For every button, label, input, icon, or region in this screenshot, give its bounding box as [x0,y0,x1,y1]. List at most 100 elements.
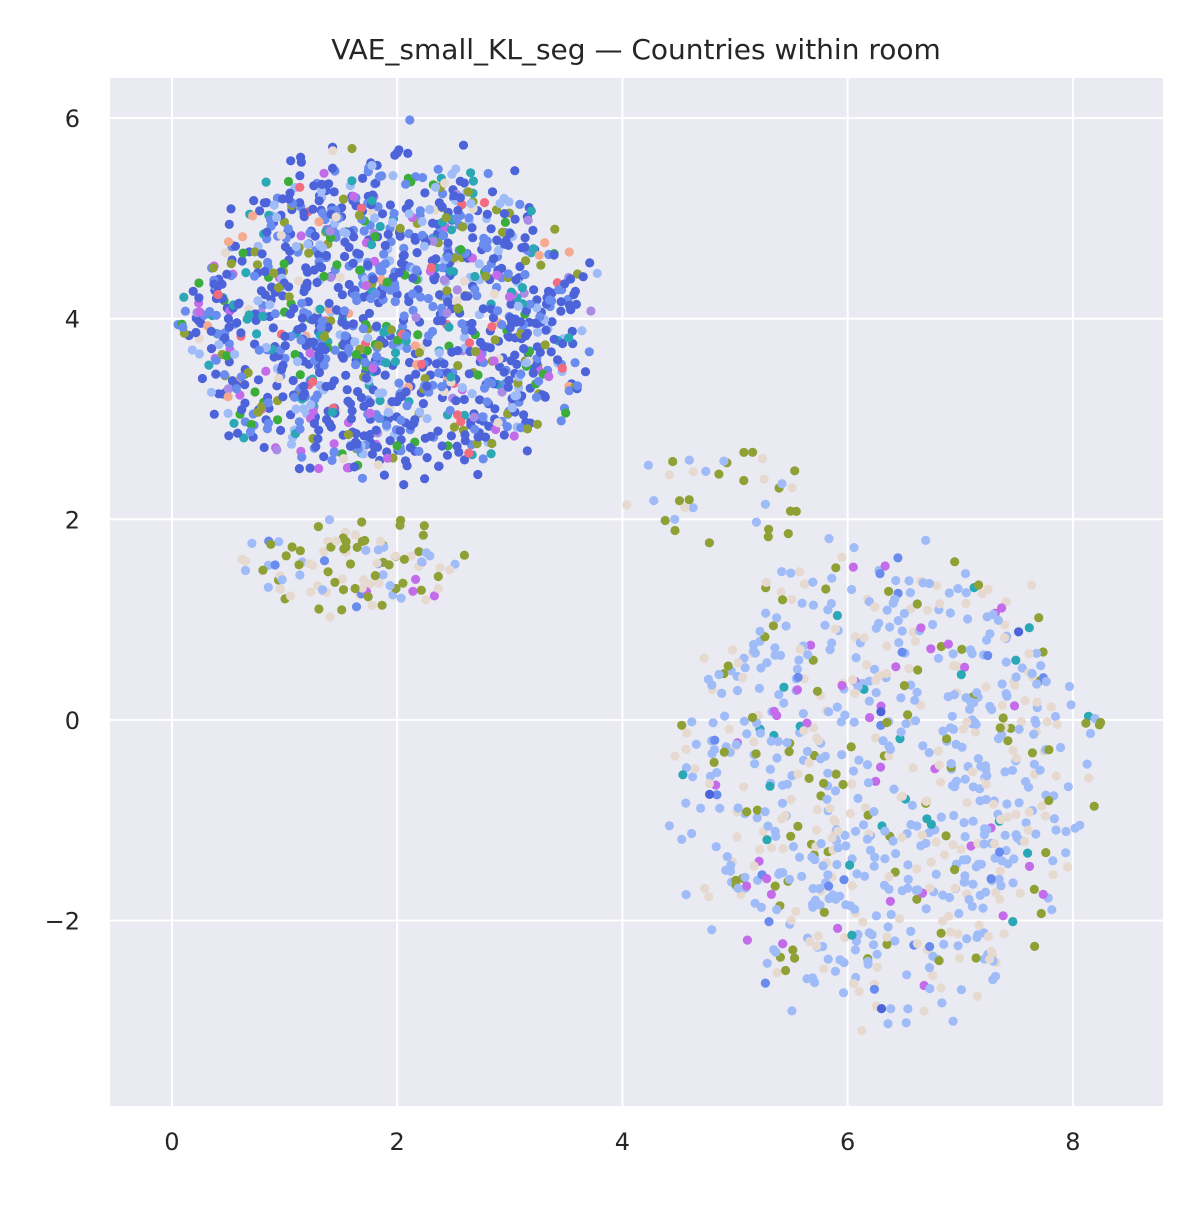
scatter-point [818,964,829,974]
scatter-point [374,413,384,423]
scatter-point [476,353,486,363]
scatter-point [917,830,928,840]
scatter-point [1007,765,1018,776]
scatter-point [962,717,972,727]
scatter-point [268,323,278,333]
scatter-point [464,338,475,348]
scatter-point [296,152,306,162]
scatter-point [516,369,526,379]
scatter-point [331,212,341,222]
scatter-point [345,399,356,409]
scatter-point [385,200,395,210]
scatter-point [223,392,233,402]
scatter-point [319,452,329,462]
scatter-point [451,396,461,406]
scatter-point [534,250,544,260]
scatter-point [1014,724,1024,734]
scatter-point [314,250,324,260]
scatter-point [937,916,948,926]
scatter-point [325,233,336,243]
scatter-point [717,688,727,698]
scatter-point [308,377,318,387]
scatter-point [501,236,511,246]
scatter-point [534,376,544,386]
scatter-point [214,389,224,399]
scatter-point [342,385,352,395]
scatter-point [1055,742,1066,753]
scatter-point [958,724,969,734]
scatter-point [367,196,377,206]
scatter-point [933,653,944,663]
scatter-point [297,322,307,333]
scatter-point [430,182,441,192]
scatter-point [358,324,368,334]
scatter-point [897,647,907,657]
scatter-point [475,337,486,347]
scatter-point [739,716,750,726]
scatter-point [1051,771,1061,781]
scatter-point [188,286,198,296]
scatter-point [880,826,890,836]
scatter-point [220,333,230,343]
scatter-point [558,338,568,349]
scatter-point [997,700,1007,711]
scatter-point [285,309,295,319]
scatter-point [790,953,800,963]
scatter-point [528,368,538,378]
scatter-point [953,584,963,594]
scatter-point [359,226,369,236]
scatter-point [367,600,377,611]
scatter-point [895,914,905,924]
scatter-point [732,685,743,696]
scatter-point [321,381,331,392]
scatter-point [460,325,471,335]
scatter-point [348,191,359,201]
scatter-point [747,712,758,723]
scatter-point [960,662,970,672]
scatter-point [417,230,427,240]
scatter-point [781,621,791,631]
scatter-point [517,283,528,293]
scatter-point [342,463,352,473]
scatter-point [851,826,861,836]
scatter-point [255,206,265,216]
scatter-point [899,681,910,691]
scatter-point [230,241,240,251]
scatter-point [244,310,254,320]
scatter-point [742,881,752,891]
scatter-point [677,834,687,845]
scatter-point [380,259,390,269]
scatter-point [408,586,418,596]
scatter-point [194,293,204,303]
scatter-point [1044,795,1054,806]
scatter-point [392,148,402,158]
scatter-point [408,305,418,315]
scatter-point [925,942,935,952]
scatter-point [292,356,303,367]
scatter-point [445,565,455,575]
scatter-point [751,749,761,759]
scatter-point [910,695,920,705]
scatter-point [459,550,469,560]
scatter-point [357,473,368,483]
scatter-point [453,361,463,371]
scatter-point [739,782,749,792]
scatter-point [313,522,323,532]
scatter-point [688,467,698,477]
scatter-point [840,933,850,943]
scatter-point [205,306,215,317]
scatter-point [570,286,581,296]
scatter-point [876,762,886,772]
scatter-point [208,263,218,273]
scatter-point [586,306,596,316]
scatter-point [396,593,406,603]
scatter-point [483,168,493,179]
scatter-point [402,401,412,411]
scatter-point [468,233,478,243]
scatter-point [319,271,329,281]
scatter-point [570,358,580,368]
scatter-point [344,242,354,252]
scatter-point [505,313,515,323]
scatter-point [774,690,784,700]
scatter-point [821,584,831,594]
